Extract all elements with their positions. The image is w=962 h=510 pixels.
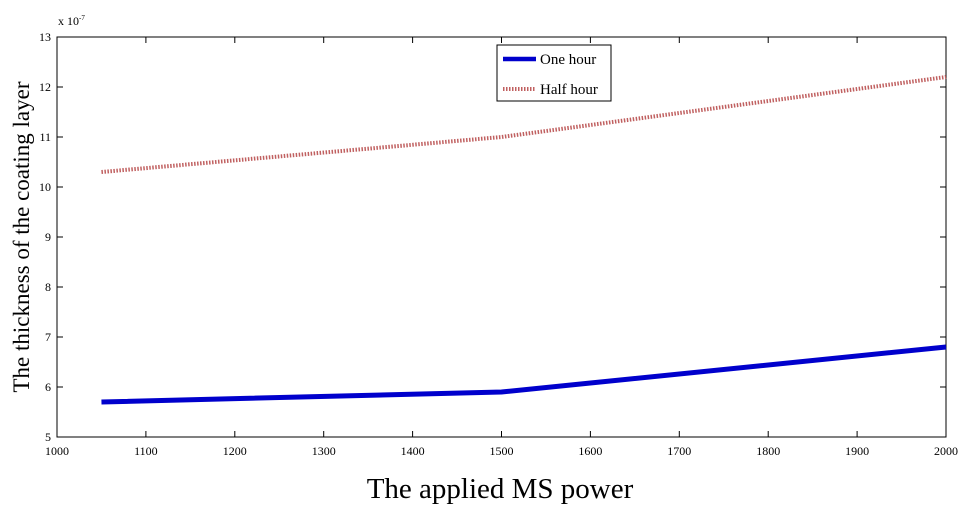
legend: One hour Half hour bbox=[496, 44, 612, 102]
x-tick-label: 1500 bbox=[490, 444, 514, 458]
legend-label-half-hour: Half hour bbox=[540, 82, 598, 98]
series-line-one-hour bbox=[101, 344, 947, 405]
x-axis-title: The applied MS power bbox=[367, 473, 634, 505]
x-tick-label: 1700 bbox=[667, 444, 691, 458]
y-tick-label: 8 bbox=[45, 280, 51, 294]
x-tick-label: 1400 bbox=[401, 444, 425, 458]
y-tick-label: 12 bbox=[39, 80, 51, 94]
x-tick-label: 1000 bbox=[45, 444, 69, 458]
x-tick-label: 1600 bbox=[578, 444, 602, 458]
x-tick-label: 2000 bbox=[934, 444, 958, 458]
y-tick-label: 13 bbox=[39, 30, 51, 44]
legend-label-one-hour: One hour bbox=[540, 52, 596, 68]
y-axis-title: The thickness of the coating layer bbox=[9, 81, 34, 392]
series-layer bbox=[101, 75, 947, 405]
x-tick-label: 1200 bbox=[223, 444, 247, 458]
y-tick-label: 11 bbox=[39, 130, 51, 144]
y-tick-label: 9 bbox=[45, 230, 51, 244]
x-axis-ticks: 1000 1100 1200 1300 1400 1500 1600 1700 1800 1900… bbox=[45, 37, 958, 458]
y-axis-exponent: x 10-7 bbox=[58, 14, 85, 28]
x-tick-label: 1800 bbox=[756, 444, 780, 458]
x-tick-label: 1900 bbox=[845, 444, 869, 458]
y-tick-label: 7 bbox=[45, 330, 51, 344]
x-tick-label: 1300 bbox=[312, 444, 336, 458]
y-tick-label: 10 bbox=[39, 180, 51, 194]
legend-box bbox=[496, 44, 612, 102]
x-tick-label: 1100 bbox=[134, 444, 158, 458]
y-tick-label: 6 bbox=[45, 380, 51, 394]
y-tick-label: 5 bbox=[45, 430, 51, 444]
y-axis-ticks: 5 6 7 8 9 10 11 12 13 bbox=[39, 30, 946, 444]
